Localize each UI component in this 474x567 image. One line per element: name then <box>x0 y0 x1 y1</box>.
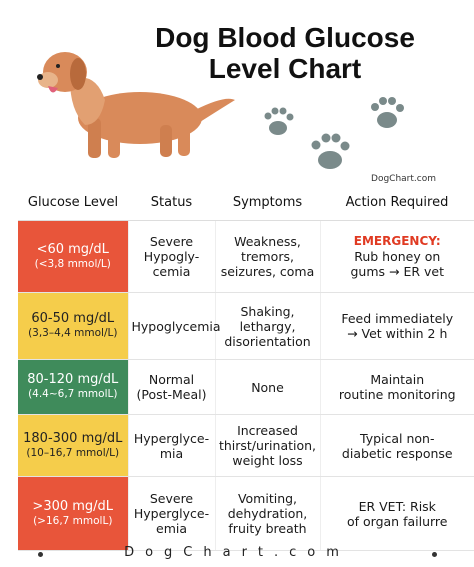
mgdl-value: <60 mg/dL <box>36 241 109 257</box>
column-header: Action Required <box>320 184 474 221</box>
footer: DogChart.com <box>124 545 350 560</box>
mmol-value: (4.4~6,7 mmolL) <box>28 388 118 400</box>
status-line: Severe <box>149 491 194 506</box>
table-row: <60 mg/dL (<3,8 mmol/L) Severe Hypogly-cemi… <box>18 220 474 293</box>
title-line: Dog Blood Glucose <box>155 22 415 53</box>
action-line: of organ failurre <box>347 513 448 529</box>
status-line: Hypoglycemia <box>131 318 221 334</box>
mmol-value: (>16,7 mmolL) <box>33 514 113 527</box>
mgdl-value: >300 mg/dL <box>32 498 114 514</box>
glucose-table: Glucose Level Status Symptoms Action Requir… <box>18 184 474 551</box>
header-row: Glucose Level Status Symptoms Action Requir… <box>18 184 474 221</box>
illustration <box>37 52 404 169</box>
status-line: Normal <box>148 372 195 387</box>
paw-prints <box>264 97 404 169</box>
title-line: Level Chart <box>208 53 362 84</box>
symptoms-line: disorientation <box>224 333 311 349</box>
status-line: mia <box>159 445 184 461</box>
status-line: Hypogly- <box>143 249 200 264</box>
mgdl-value: 60-50 mg/dL <box>31 311 115 326</box>
status-line: (Post-Meal) <box>136 387 207 402</box>
column-header: Status <box>128 184 215 221</box>
symptoms-line: Vomiting, <box>237 491 298 506</box>
action-line: → Vet within 2 h <box>347 326 448 341</box>
alert: EMERGENCY: <box>353 234 441 248</box>
status-line: emia <box>156 521 187 536</box>
action-line: diabetic response <box>341 445 453 461</box>
glucose-level-cell: 80-120 mg/dL (4.4~6,7 mmolL) <box>18 359 128 415</box>
action-cell: EMERGENCY: Rub honey on gums → ER vet <box>319 220 474 293</box>
action-line: ER VET: Risk <box>358 498 436 514</box>
action-line: Rub honey on <box>354 249 441 264</box>
table-row: 80-120 mg/dL (4.4~6,7 mmolL) Normal (Post-M… <box>18 359 474 415</box>
symptoms-line: Weakness, <box>234 234 301 249</box>
status-line: Severe <box>149 234 194 249</box>
symptoms-cell: Increased thirst/urination, weight loss <box>214 414 320 477</box>
status-line: cemia <box>152 264 191 279</box>
symptoms-line: thirst/urination, <box>218 438 317 453</box>
mmol-value: (<3,8 mmol/L) <box>34 257 111 270</box>
symptoms-line: None <box>251 379 284 395</box>
symptoms-cell: Vomiting, dehydration, fruity breath <box>214 476 320 551</box>
status-cell: Severe Hyperglyce-emia <box>127 476 215 551</box>
status-line: Hyperglyce- <box>133 430 210 446</box>
status-cell: Hypoglycemia <box>127 292 221 360</box>
status-cell: Hyperglyce-mia <box>127 414 215 477</box>
column-header: Glucose Level <box>18 184 128 221</box>
symptoms-line: dehydration, <box>227 506 308 521</box>
status-line: Hyperglyce- <box>133 506 210 521</box>
symptoms-cell: Shaking, lethargy, disorientation <box>214 292 320 360</box>
action-line: Typical non- <box>360 430 435 446</box>
symptoms-line: weight loss <box>232 453 303 468</box>
symptoms-line: Shaking, <box>240 303 295 319</box>
symptoms-line: seizures, coma <box>220 264 315 279</box>
action-line: routine monitoring <box>338 387 456 402</box>
status-cell: Severe Hypogly-cemia <box>127 220 215 293</box>
table-row: 180-300 mg/dL (10–16,7 mmol/L) Hyperglyce-… <box>18 414 474 477</box>
action-cell: Feed immediately → Vet within 2 h <box>319 292 474 360</box>
mgdl-value: 80-120 mg/dL <box>27 372 119 387</box>
title: Dog Blood Glucose Level Chart <box>140 22 430 84</box>
mmol-value: (3,3–4,4 mmol/L) <box>28 327 118 339</box>
mmol-value: (10–16,7 mmol/L) <box>26 446 120 459</box>
glucose-level-cell: <60 mg/dL (<3,8 mmol/L) <box>18 220 128 293</box>
action-line: gums → ER vet <box>350 264 444 279</box>
glucose-level-cell: 180-300 mg/dL (10–16,7 mmol/L) <box>18 414 128 477</box>
symptoms-cell: None <box>214 359 320 415</box>
dog <box>37 52 235 158</box>
glucose-level-cell: >300 mg/dL (>16,7 mmolL) <box>18 476 128 551</box>
action-cell: Maintain routine monitoring <box>319 359 474 415</box>
symptoms-line: fruity breath <box>228 521 307 536</box>
action-line: Feed immediately <box>341 311 454 326</box>
table-row: 60-50 mg/dL (3,3–4,4 mmol/L) Hypoglycemia S… <box>18 292 474 360</box>
dot <box>432 552 437 557</box>
action-cell: ER VET: Risk of organ failurre <box>319 476 474 551</box>
table-row: >300 mg/dL (>16,7 mmolL) Severe Hyperglyce-… <box>18 476 474 551</box>
mgdl-value: 180-300 mg/dL <box>23 430 123 446</box>
action-cell: Typical non-diabetic response <box>319 414 474 477</box>
status-cell: Normal (Post-Meal) <box>127 359 215 415</box>
column-header: Symptoms <box>215 184 320 221</box>
glucose-level-cell: 60-50 mg/dL (3,3–4,4 mmol/L) <box>18 292 128 360</box>
symptoms-line: tremors, <box>241 249 294 264</box>
source: DogChart.com <box>371 174 436 184</box>
symptoms-cell: Weakness, tremors, seizures, coma <box>214 220 320 293</box>
symptoms-line: Increased <box>237 423 298 438</box>
dot <box>38 552 43 557</box>
symptoms-line: lethargy, <box>239 318 296 334</box>
action-line: Maintain <box>370 372 425 387</box>
